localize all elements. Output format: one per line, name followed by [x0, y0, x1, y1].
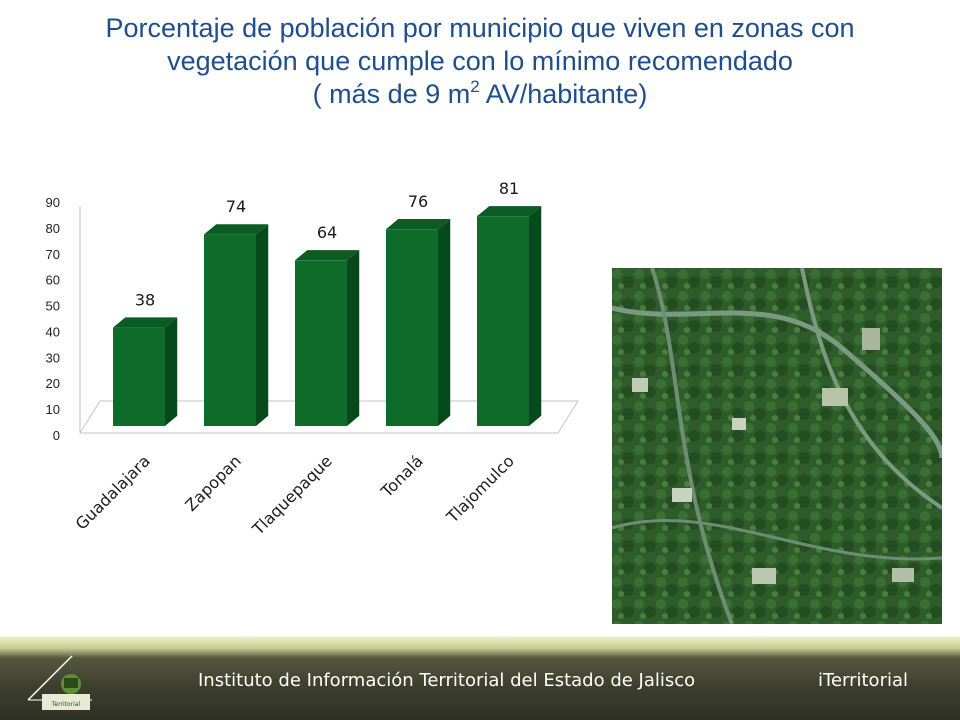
brand-name: iTerritorial	[818, 670, 908, 691]
bar-front	[295, 260, 347, 426]
bar-top	[477, 206, 542, 217]
bar-top	[204, 224, 269, 235]
y-tick-label: 40	[46, 324, 60, 339]
y-axis: 0 10 20 30 40 50 60 70 80 90	[46, 195, 81, 443]
y-tick-label: 80	[46, 221, 60, 236]
y-tick-label: 10	[46, 402, 60, 417]
bar-front	[477, 216, 529, 426]
logo-text: Territorial	[51, 701, 81, 708]
bar-side	[165, 317, 178, 426]
bar-side	[347, 250, 360, 426]
title-line-2: vegetación que cumple con lo mínimo reco…	[167, 46, 793, 76]
bar	[204, 224, 269, 426]
bar-side	[529, 206, 542, 426]
category-label: Guadalajara	[72, 451, 154, 533]
title-line-3-text: ( más de 9 m	[312, 79, 471, 109]
title-line-3-end: AV/habitante)	[479, 79, 648, 109]
bar	[477, 206, 542, 426]
y-tick-label: 0	[53, 428, 60, 443]
footer-band	[0, 636, 960, 720]
category-label: Tlajomulco	[442, 451, 518, 527]
category-labels: Guadalajara Zapopan Tlaquepaque Tonalá Tlajo…	[72, 451, 518, 539]
y-tick-label: 30	[46, 350, 60, 365]
data-label: 64	[317, 223, 337, 242]
chart-title: Porcentaje de población por municipio qu…	[20, 12, 940, 111]
bar-top	[295, 250, 360, 261]
bar-front	[386, 229, 438, 426]
bar-front	[204, 234, 256, 426]
aerial-vegetation-image	[612, 268, 942, 624]
title-superscript: 2	[470, 77, 480, 96]
bar	[113, 317, 178, 426]
data-label: 38	[135, 290, 155, 309]
bar-top	[113, 317, 178, 328]
title-line-3: ( más de 9 m2 AV/habitante)	[20, 78, 940, 111]
bar-front	[113, 327, 165, 426]
data-labels: 38 74 64 76 81	[135, 179, 519, 309]
category-label: Tlaquepaque	[248, 451, 336, 539]
data-label: 81	[499, 179, 519, 198]
title-line-1: Porcentaje de población por municipio qu…	[105, 13, 855, 43]
bar-side	[256, 224, 269, 426]
institute-name: Instituto de Información Territorial del…	[198, 670, 696, 691]
bar-side	[438, 219, 451, 426]
data-label: 76	[408, 192, 428, 211]
category-label: Tonalá	[377, 451, 427, 501]
bar-chart: 0 10 20 30 40 50 60 70 80 90 38 74 64 76 81 Guadalaja…	[46, 179, 579, 539]
bars	[113, 206, 542, 426]
category-label: Zapopan	[181, 451, 245, 515]
y-tick-label: 90	[46, 195, 60, 210]
bar	[295, 250, 360, 426]
iterritorial-logo-icon: Territorial	[27, 655, 92, 710]
bar-top	[386, 219, 451, 230]
y-tick-label: 50	[46, 299, 60, 314]
bar	[386, 219, 451, 426]
y-tick-label: 70	[46, 247, 60, 262]
y-tick-label: 60	[46, 273, 60, 288]
data-label: 74	[226, 197, 246, 216]
y-tick-label: 20	[46, 376, 60, 391]
